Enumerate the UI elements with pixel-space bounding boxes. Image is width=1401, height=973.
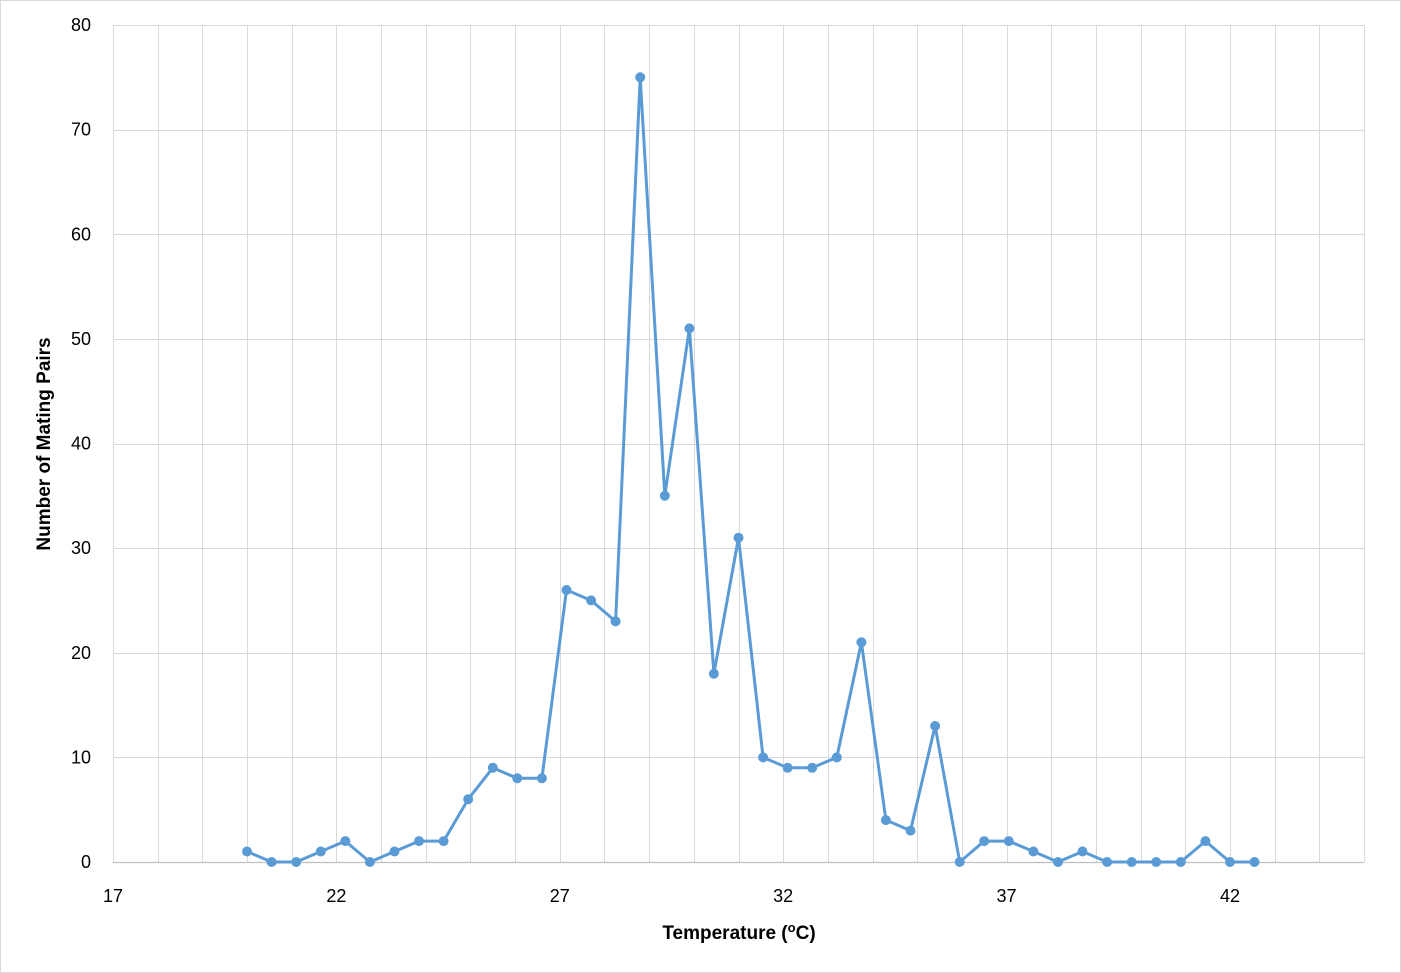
data-point: [536, 773, 547, 784]
y-tick-label: 60: [71, 224, 91, 244]
x-axis-title-prefix: Temperature (: [662, 923, 788, 944]
data-point: [1175, 857, 1186, 867]
data-point: [1003, 836, 1014, 847]
data-point: [708, 668, 719, 679]
data-point: [364, 857, 375, 867]
x-tick-label: 42: [1220, 886, 1240, 906]
data-point: [1102, 857, 1113, 867]
y-tick-label: 10: [71, 747, 91, 767]
data-point: [266, 857, 277, 867]
data-point: [880, 815, 891, 826]
y-tick-label: 40: [71, 434, 91, 454]
y-tick-label: 20: [71, 643, 91, 663]
x-tick-label: 17: [103, 886, 123, 906]
data-point: [782, 762, 793, 773]
data-point: [905, 825, 916, 836]
data-point: [242, 846, 252, 857]
data-point: [586, 595, 597, 606]
data-point: [1200, 836, 1211, 847]
tick-labels: 0 10 20 30 40 50 60 70 80 17 22 27 32 37 42: [71, 15, 1240, 906]
data-point: [1151, 857, 1162, 867]
data-point: [733, 532, 744, 543]
x-tick-label: 32: [773, 886, 793, 906]
data-point: [1126, 857, 1137, 867]
x-tick-label: 37: [997, 886, 1017, 906]
data-point: [315, 846, 326, 857]
data-point: [684, 323, 695, 334]
y-tick-label: 70: [71, 120, 91, 140]
x-tick-label: 22: [326, 886, 346, 906]
data-point: [340, 836, 351, 847]
data-point: [1249, 857, 1260, 867]
y-tick-label: 50: [71, 329, 91, 349]
data-point: [635, 72, 646, 83]
x-axis-title: Temperature (oC): [662, 920, 815, 944]
data-point: [1225, 857, 1235, 867]
data-point: [487, 762, 498, 773]
series: [242, 72, 1260, 867]
x-axis-title-suffix: C): [796, 923, 816, 944]
data-point: [414, 836, 424, 847]
data-point: [463, 794, 474, 805]
data-point: [659, 490, 670, 501]
data-point: [291, 857, 302, 867]
y-axis-title: Number of Mating Pairs: [34, 337, 55, 550]
y-tick-label: 80: [71, 15, 91, 35]
data-point: [1077, 846, 1088, 857]
gridlines: [113, 25, 1365, 862]
data-point: [807, 762, 818, 773]
data-point: [438, 836, 449, 847]
data-point: [856, 637, 867, 648]
y-tick-label: 0: [81, 852, 91, 872]
data-point: [512, 773, 523, 784]
data-point: [1028, 846, 1039, 857]
data-point: [954, 857, 965, 867]
data-point: [979, 836, 990, 847]
data-point: [1053, 857, 1063, 867]
data-point: [610, 616, 621, 627]
data-point: [831, 752, 842, 763]
x-tick-label: 27: [550, 886, 570, 906]
x-axis-title-superscript: o: [788, 920, 796, 935]
data-point: [930, 721, 941, 731]
y-tick-label: 30: [71, 538, 91, 558]
data-point: [561, 585, 572, 595]
data-point: [758, 752, 769, 763]
data-point: [389, 846, 400, 857]
